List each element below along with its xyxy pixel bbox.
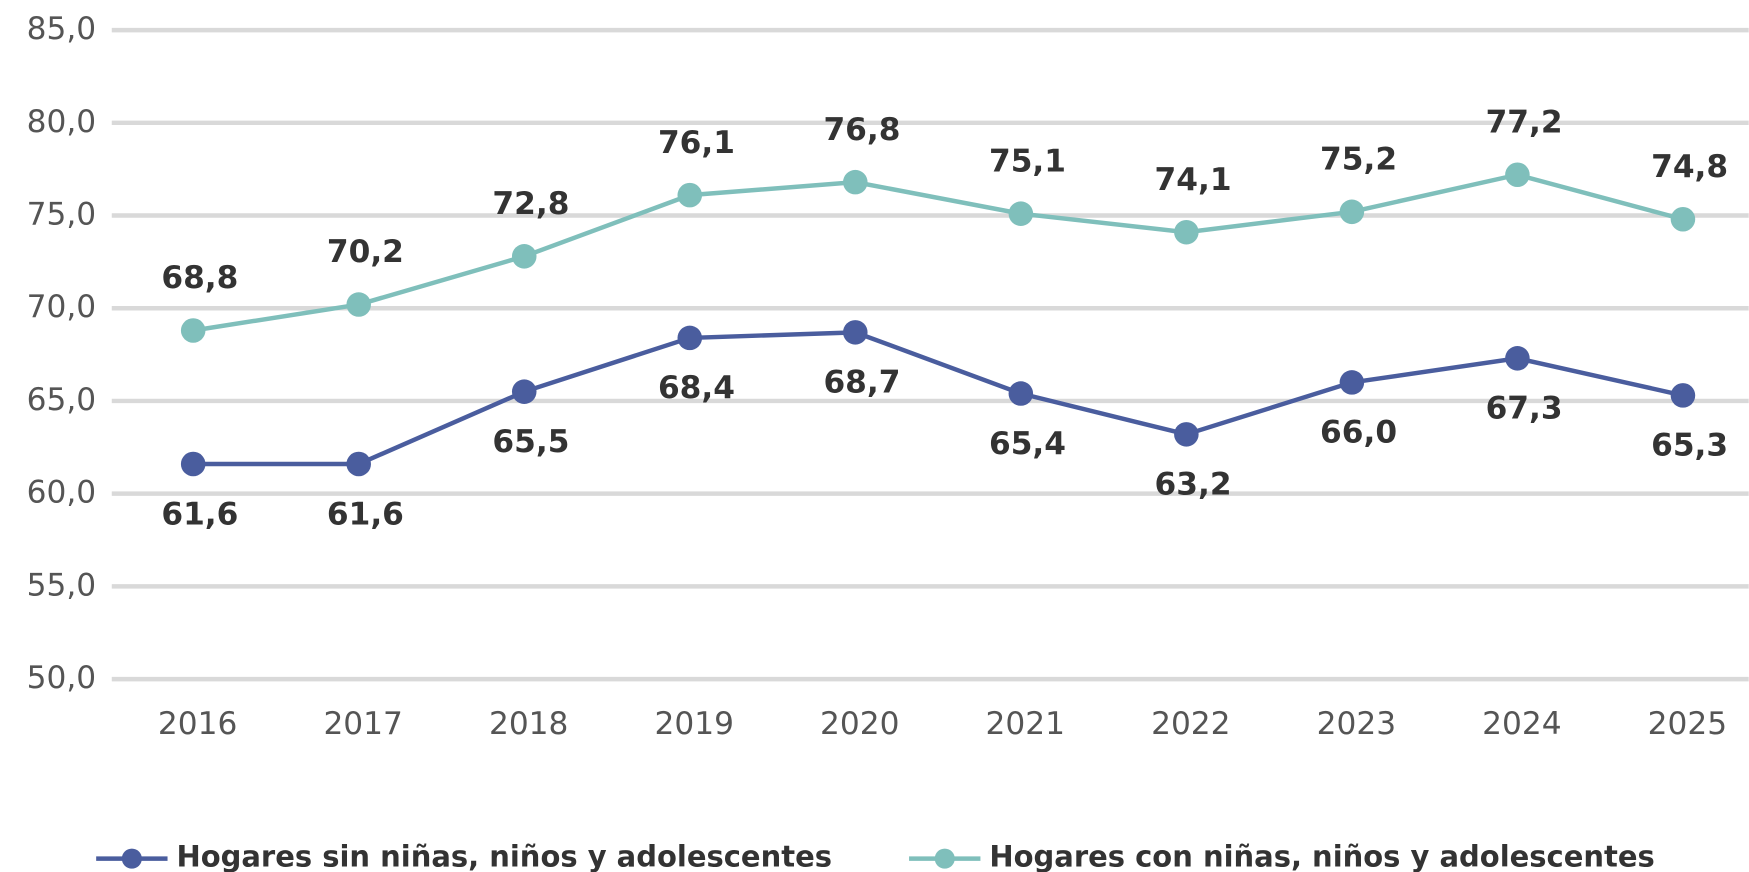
x-tick-label: 2025 <box>1648 706 1727 742</box>
y-tick-label: 80,0 <box>27 104 97 140</box>
x-tick-label: 2018 <box>489 706 568 742</box>
x-tick-label: 2019 <box>655 706 734 742</box>
data-point <box>1505 162 1530 188</box>
data-point <box>1339 199 1365 225</box>
data-label: 75,1 <box>989 143 1066 179</box>
y-tick-label: 75,0 <box>27 197 97 233</box>
y-tick-label: 70,0 <box>27 289 97 325</box>
data-label: 67,3 <box>1486 391 1563 427</box>
data-point <box>843 169 868 195</box>
data-point <box>677 182 703 208</box>
data-label: 70,2 <box>327 234 404 270</box>
data-label: 76,8 <box>823 112 900 148</box>
data-label: 68,4 <box>658 370 735 406</box>
y-tick-label: 50,0 <box>27 660 97 696</box>
data-label: 68,8 <box>161 260 238 296</box>
data-point <box>1339 370 1365 395</box>
x-tick-label: 2020 <box>820 706 899 742</box>
x-tick-label: 2024 <box>1482 706 1561 742</box>
data-label: 65,3 <box>1651 428 1728 464</box>
x-tick-label: 2023 <box>1317 706 1396 742</box>
data-point <box>346 451 371 477</box>
series-line <box>193 330 1684 467</box>
data-label: 74,1 <box>1155 162 1232 198</box>
data-label: 76,1 <box>658 125 735 161</box>
legend-label: Hogares sin niñas, niños y adolescentes <box>176 840 832 872</box>
data-label: 75,2 <box>1320 142 1397 178</box>
data-point <box>1670 206 1696 232</box>
data-label: 61,6 <box>161 496 238 532</box>
y-tick-label: 60,0 <box>27 475 97 511</box>
data-label: 72,8 <box>492 186 569 222</box>
data-point <box>511 379 537 404</box>
data-label: 77,2 <box>1486 104 1563 140</box>
y-tick-label: 65,0 <box>27 382 97 418</box>
data-point <box>180 451 206 477</box>
data-point <box>677 325 703 351</box>
data-point <box>1670 383 1696 408</box>
x-tick-label: 2016 <box>158 706 237 742</box>
data-point <box>1008 201 1034 226</box>
data-label: 68,7 <box>823 365 900 401</box>
x-tick-label: 2021 <box>986 706 1065 742</box>
legend-marker <box>934 848 955 869</box>
data-label: 66,0 <box>1320 415 1397 451</box>
data-point <box>511 244 537 269</box>
data-label: 65,5 <box>492 424 569 460</box>
data-label: 63,2 <box>1155 467 1232 503</box>
legend-marker <box>121 848 142 869</box>
data-point <box>1174 422 1199 447</box>
data-point <box>346 292 371 317</box>
x-tick-label: 2017 <box>323 706 402 742</box>
data-point <box>180 318 206 343</box>
data-point <box>843 320 868 345</box>
data-label: 61,6 <box>327 496 404 532</box>
x-tick-label: 2022 <box>1151 706 1230 742</box>
legend-label: Hogares con niñas, niños y adolescentes <box>989 840 1654 872</box>
data-point <box>1505 346 1530 371</box>
y-tick-label: 55,0 <box>27 567 97 603</box>
data-point <box>1174 219 1199 245</box>
y-tick-label: 85,0 <box>27 11 97 47</box>
data-label: 74,8 <box>1651 149 1728 185</box>
data-label: 65,4 <box>989 426 1066 462</box>
data-point <box>1008 381 1034 406</box>
series-line <box>192 172 1684 333</box>
